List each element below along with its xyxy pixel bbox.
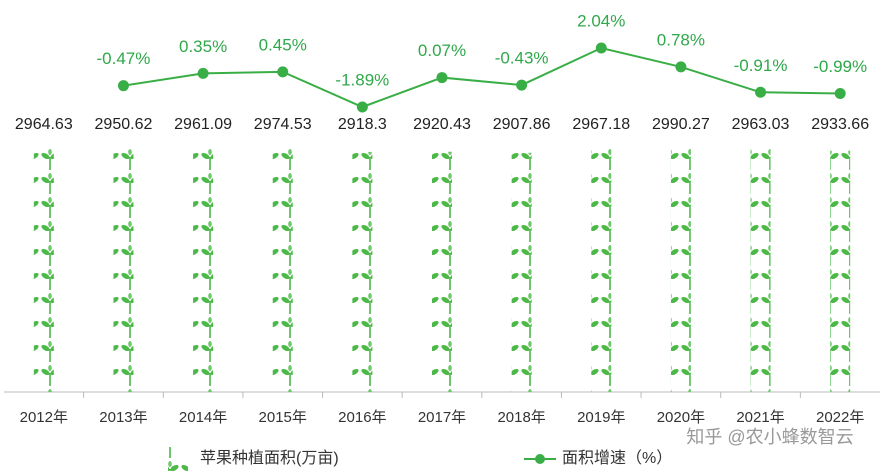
x-tick-label: 2022年 bbox=[816, 409, 864, 426]
x-tick-label: 2014年 bbox=[179, 409, 227, 426]
line-point bbox=[277, 66, 289, 78]
line-value-label: -0.99% bbox=[813, 57, 867, 76]
bar-value-label: 2974.53 bbox=[254, 116, 312, 133]
pictogram-bar bbox=[432, 151, 452, 392]
x-tick-label: 2016年 bbox=[338, 409, 386, 426]
bar-value-label: 2990.27 bbox=[652, 116, 710, 133]
x-tick-label: 2021年 bbox=[736, 409, 784, 426]
line-point bbox=[197, 67, 209, 79]
line-point bbox=[595, 42, 607, 54]
bar-value-label: 2964.63 bbox=[15, 116, 73, 133]
line-point bbox=[117, 80, 129, 92]
x-tick-label: 2013年 bbox=[99, 409, 147, 426]
x-tick-label: 2012年 bbox=[20, 409, 68, 426]
bar-value-label: 2933.66 bbox=[811, 116, 869, 133]
bar-value-label: 2918.3 bbox=[338, 116, 387, 133]
line bbox=[123, 46, 841, 109]
line-value-label: -1.89% bbox=[335, 70, 389, 89]
line-point bbox=[834, 87, 846, 99]
x-tick-label: 2015年 bbox=[259, 409, 307, 426]
line-point bbox=[516, 79, 528, 91]
pictogram-bar bbox=[670, 146, 691, 392]
watermark: 知乎 @农小蜂数智云 bbox=[686, 427, 853, 447]
bar-value-label: 2950.62 bbox=[95, 116, 153, 133]
x-tick-label: 2017年 bbox=[418, 409, 466, 426]
line-value-label: -0.91% bbox=[734, 56, 788, 75]
line-value-label: 0.35% bbox=[179, 37, 227, 56]
x-tick-label: 2018年 bbox=[497, 409, 545, 426]
pictogram-bar bbox=[750, 148, 771, 392]
line-point bbox=[755, 86, 767, 98]
line-value-label: -0.47% bbox=[97, 49, 151, 68]
bar-value-label: 2963.03 bbox=[732, 116, 790, 133]
legend-label: 苹果种植面积(万亩) bbox=[200, 449, 339, 467]
pictogram-bar bbox=[193, 148, 214, 392]
line-value-label: 0.78% bbox=[657, 30, 705, 49]
x-tick-label: 2019年 bbox=[577, 409, 625, 426]
line-point bbox=[436, 72, 448, 84]
bar-value-label: 2907.86 bbox=[493, 116, 551, 133]
pictogram-bar bbox=[33, 148, 54, 392]
pictogram-bar bbox=[511, 152, 532, 392]
pictogram-bar bbox=[830, 150, 851, 392]
pictogram-bar bbox=[113, 149, 134, 392]
x-tick-label: 2020年 bbox=[657, 409, 705, 426]
line-value-label: 0.45% bbox=[259, 35, 307, 54]
legend-label: 面积增速（%） bbox=[562, 449, 672, 467]
legend-swatch bbox=[535, 454, 545, 464]
line-value-label: 0.07% bbox=[418, 41, 466, 60]
bar-value-label: 2961.09 bbox=[174, 116, 232, 133]
line-value-label: -0.43% bbox=[495, 49, 549, 68]
bar-value-label: 2967.18 bbox=[572, 116, 630, 133]
bar-value-label: 2920.43 bbox=[413, 116, 471, 133]
pictogram-bar bbox=[591, 147, 612, 392]
line-value-label: 2.04% bbox=[577, 11, 625, 30]
legend-swatch bbox=[168, 447, 188, 471]
pictogram-bar bbox=[272, 147, 293, 392]
line-point bbox=[356, 101, 368, 113]
line-point bbox=[675, 61, 687, 73]
pictogram-bar bbox=[352, 151, 373, 392]
